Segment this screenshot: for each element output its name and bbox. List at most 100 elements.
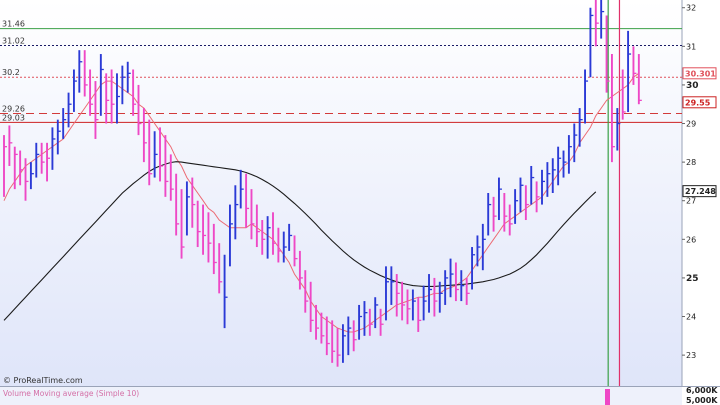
ohlc-bar — [433, 277, 438, 317]
ohlc-bar — [584, 69, 589, 124]
ohlc-bar — [277, 227, 282, 263]
y-tick-label: 23 — [686, 351, 696, 360]
ohlc-bar — [492, 196, 497, 232]
ohlc-bar — [465, 277, 470, 305]
axis-tag-label: 29.55 — [685, 98, 711, 107]
ohlc-bar — [616, 108, 621, 151]
ohlc-bar — [573, 123, 578, 163]
ohlc-bar — [298, 250, 303, 290]
axis-tag-box — [682, 67, 717, 80]
ohlc-bar — [390, 266, 395, 305]
ohlc-bar — [347, 316, 352, 356]
ohlc-bar — [72, 69, 77, 112]
ohlc-bar — [159, 127, 164, 182]
ohlc-bar — [524, 185, 529, 221]
ohlc-bar — [449, 258, 454, 298]
ohlc-bar — [288, 223, 293, 251]
ohlc-bar — [212, 223, 217, 275]
y-tick-label: 24 — [686, 313, 696, 322]
axis-tag-box — [682, 96, 717, 109]
price-axis-tags: 30.301 29.55 27.248 — [682, 67, 717, 198]
ohlc-bar — [51, 127, 56, 170]
volume-tick-6000k: 6,000K — [686, 386, 718, 395]
ohlc-bar — [218, 243, 223, 294]
ohlc-bar — [578, 108, 583, 147]
volume-label: Volume Moving average (Simple 10) — [3, 389, 139, 398]
ma-line-1 — [3, 161, 597, 321]
ohlc-bar — [116, 73, 120, 124]
ohlc-bar — [627, 30, 632, 112]
ohlc-bar — [121, 65, 126, 105]
y-tick-label: 30 — [686, 81, 699, 91]
level-label-1: 31.02 — [2, 37, 25, 46]
ohlc-bar — [126, 61, 131, 93]
ohlc-bar — [62, 108, 67, 139]
ohlc-bar — [239, 169, 244, 209]
axis-tag-label: 27.248 — [685, 187, 716, 196]
ohlc-bar — [422, 285, 427, 321]
ohlc-bar — [132, 69, 137, 116]
ohlc-bar — [498, 177, 502, 221]
ohlc-bar — [363, 301, 368, 336]
ohlc-bar — [207, 212, 212, 263]
ohlc-bar — [411, 289, 416, 321]
y-tick-label: 26 — [686, 235, 696, 244]
volume-bar — [605, 389, 610, 405]
ohlc-bar — [255, 204, 260, 248]
ohlc-bar — [632, 46, 637, 85]
ohlc-bar — [94, 81, 99, 139]
ohlc-bar — [358, 304, 363, 340]
ohlc-bar — [406, 289, 411, 325]
ohlc-bar — [541, 169, 545, 205]
ohlc-bar — [594, 0, 599, 47]
ohlc-bar — [385, 266, 389, 321]
ohlc-bar — [438, 281, 443, 313]
ohlc-bar — [368, 308, 373, 336]
volume-panel: Volume Moving average (Simple 10) 6,000K… — [0, 386, 720, 405]
ohlc-bar — [196, 200, 201, 248]
ohlc-bar — [557, 146, 562, 186]
ohlc-bar — [600, 0, 605, 39]
credit-text: © ProRealTime.com — [3, 376, 83, 385]
ohlc-bar — [293, 235, 298, 267]
plot-area — [0, 0, 682, 386]
y-tick-label: 31 — [686, 42, 696, 51]
ohlc-bar — [78, 50, 83, 93]
volume-tick-5000k: 5,000K — [686, 396, 718, 405]
ohlc-bar — [454, 262, 459, 302]
ohlc-bar — [153, 131, 158, 178]
ohlc-bar — [336, 328, 341, 367]
ohlc-bar — [110, 69, 115, 124]
ohlc-bar — [605, 15, 610, 93]
ohlc-bar — [234, 185, 239, 240]
ohlc-bar — [417, 297, 422, 332]
ohlc-bar — [621, 69, 626, 120]
y-tick-label: 25 — [686, 274, 699, 284]
ohlc-bar — [535, 181, 540, 213]
ohlc-bar — [40, 142, 45, 174]
ohlc-bar — [169, 154, 174, 201]
ohlc-bar — [309, 281, 314, 332]
ohlc-bar — [89, 69, 94, 116]
level-label-2: 30.2 — [2, 68, 20, 77]
ohlc-bar — [56, 119, 61, 155]
ohlc-bar — [250, 189, 255, 240]
ohlc-bar — [8, 125, 13, 166]
ohlc-bar — [530, 165, 535, 205]
ohlc-bar — [352, 320, 357, 352]
ohlc-bar — [261, 220, 266, 255]
price-axis: 23 24 25 26 27 28 29 30 31 32 — [682, 4, 699, 360]
ohlc-bar — [282, 231, 287, 263]
ohlc-bar — [13, 146, 18, 190]
ohlc-bar — [476, 235, 481, 267]
ohlc-bar — [395, 274, 400, 317]
ohlc-bar — [567, 135, 572, 174]
axis-tag-box — [682, 185, 717, 198]
level-label-3: 29.26 — [2, 104, 25, 113]
ohlc-bar — [272, 212, 276, 255]
ohlc-bar — [610, 54, 615, 163]
ohlc-bar — [444, 270, 449, 305]
ohlc-bars — [3, 0, 642, 367]
ohlc-bar — [185, 181, 190, 236]
